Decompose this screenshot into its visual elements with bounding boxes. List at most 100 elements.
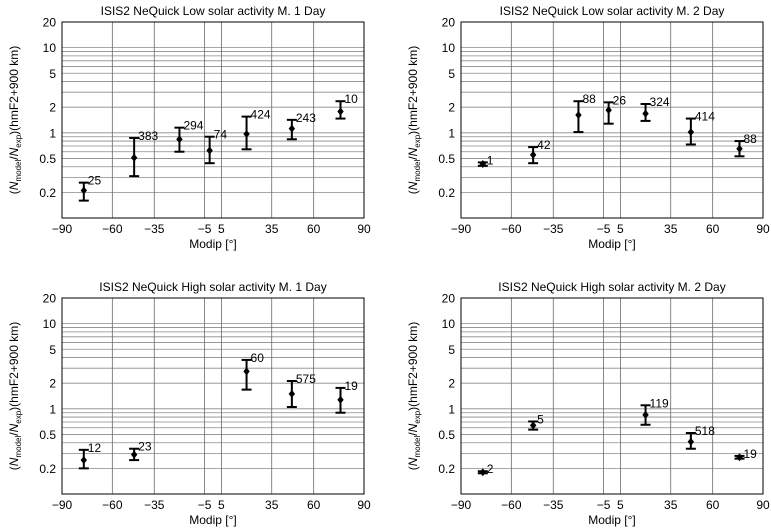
y-tick-label: 0.5	[39, 428, 56, 442]
data-marker	[605, 106, 612, 115]
chart-title: ISIS2 NeQuick High solar activity M. 2 D…	[498, 280, 725, 294]
x-tick-label: 60	[706, 222, 720, 236]
y-axis-label: (Nmodel/Nexp)(hmF2+900 km)	[7, 46, 23, 194]
y-tick-label: 0.5	[438, 428, 455, 442]
data-point: 424	[241, 108, 271, 151]
y-tick-label: 10	[442, 317, 456, 331]
data-point: 88	[573, 92, 596, 134]
y-tick-label: 5	[49, 343, 56, 357]
x-tick-label: 60	[307, 222, 321, 236]
data-marker	[243, 129, 250, 138]
x-tick-label: −5	[198, 498, 212, 512]
x-tick-label: −35	[144, 222, 165, 236]
data-point: 575	[286, 372, 316, 409]
y-axis-label: (Nmodel/Nexp)(hmF2+900 km)	[7, 322, 23, 470]
x-tick-label: 90	[756, 498, 770, 512]
data-point: 19	[734, 447, 757, 462]
count-label: 324	[650, 95, 670, 109]
data-marker	[288, 124, 296, 133]
count-label: 518	[695, 424, 715, 438]
x-tick-label: 35	[265, 222, 279, 236]
y-tick-label: 10	[43, 41, 57, 55]
count-label: 2	[487, 462, 494, 476]
data-marker	[337, 107, 344, 116]
count-label: 1	[487, 153, 494, 167]
y-tick-label: 5	[448, 343, 455, 357]
y-tick-label: 1	[49, 126, 56, 140]
data-marker	[243, 367, 250, 376]
y-tick-label: 0.2	[438, 186, 455, 200]
data-point: 324	[640, 95, 670, 122]
y-tick-label: 1	[448, 402, 455, 416]
data-marker	[80, 456, 88, 465]
x-tick-label: −5	[597, 498, 611, 512]
data-point: 26	[603, 93, 626, 125]
y-tick-label: 2	[448, 101, 455, 115]
data-marker	[687, 128, 695, 137]
x-tick-label: 5	[218, 222, 225, 236]
count-label: 74	[214, 128, 228, 142]
data-point: 23	[129, 440, 152, 462]
data-point: 60	[241, 351, 264, 391]
plot-frame	[460, 297, 764, 495]
data-marker	[642, 109, 649, 118]
data-marker	[130, 450, 138, 459]
count-label: 294	[183, 119, 203, 133]
count-label: 424	[251, 108, 271, 122]
count-label: 42	[537, 138, 551, 152]
count-label: 88	[744, 132, 758, 146]
data-point: 88	[734, 132, 758, 158]
x-tick-label: 60	[307, 498, 321, 512]
chart-panel: ISIS2 NeQuick High solar activity M. 1 D…	[7, 280, 371, 527]
data-point: 119	[640, 396, 669, 426]
x-axis-label: Modip [°]	[189, 513, 236, 527]
y-tick-label: 5	[49, 67, 56, 81]
x-tick-label: 90	[756, 222, 770, 236]
x-tick-label: −5	[597, 222, 611, 236]
y-tick-label: 0.2	[438, 462, 455, 476]
count-label: 414	[695, 110, 715, 124]
count-label: 575	[296, 372, 316, 386]
data-point: 74	[204, 128, 228, 165]
x-tick-label: 35	[664, 498, 678, 512]
x-axis-label: Modip [°]	[189, 237, 236, 251]
plot-frame	[460, 21, 764, 219]
x-tick-label: −35	[144, 498, 165, 512]
x-tick-label: −60	[501, 498, 522, 512]
x-axis-label: Modip [°]	[588, 513, 635, 527]
data-point: 518	[685, 424, 715, 450]
y-tick-label: 20	[442, 16, 456, 30]
y-tick-label: 10	[442, 41, 456, 55]
x-tick-label: −90	[451, 498, 472, 512]
y-tick-label: 1	[448, 126, 455, 140]
data-marker	[642, 410, 649, 419]
data-point: 294	[174, 119, 204, 153]
x-tick-label: 60	[706, 498, 720, 512]
count-label: 25	[88, 174, 102, 188]
x-tick-label: −60	[501, 222, 522, 236]
data-point: 414	[685, 110, 715, 146]
y-tick-label: 0.5	[39, 152, 56, 166]
y-tick-label: 20	[43, 292, 57, 306]
x-tick-label: −35	[543, 222, 564, 236]
data-point: 25	[78, 174, 102, 202]
data-marker	[529, 150, 537, 159]
data-point: 19	[335, 379, 358, 414]
count-label: 119	[650, 396, 669, 410]
x-tick-label: −90	[52, 498, 73, 512]
data-marker	[206, 146, 213, 155]
x-tick-label: 5	[617, 498, 624, 512]
y-tick-label: 20	[43, 16, 57, 30]
count-label: 88	[582, 92, 596, 106]
data-marker	[736, 144, 743, 153]
count-label: 5	[537, 412, 544, 426]
data-point: 383	[129, 129, 158, 178]
chart-panel: ISIS2 NeQuick Low solar activity M. 1 Da…	[7, 4, 371, 251]
chart-panel: ISIS2 NeQuick High solar activity M. 2 D…	[406, 280, 770, 527]
x-tick-label: −35	[543, 498, 564, 512]
data-marker	[288, 389, 296, 398]
x-tick-label: −90	[52, 222, 73, 236]
y-tick-label: 2	[49, 377, 56, 391]
data-marker	[736, 453, 743, 462]
count-label: 23	[138, 440, 152, 454]
